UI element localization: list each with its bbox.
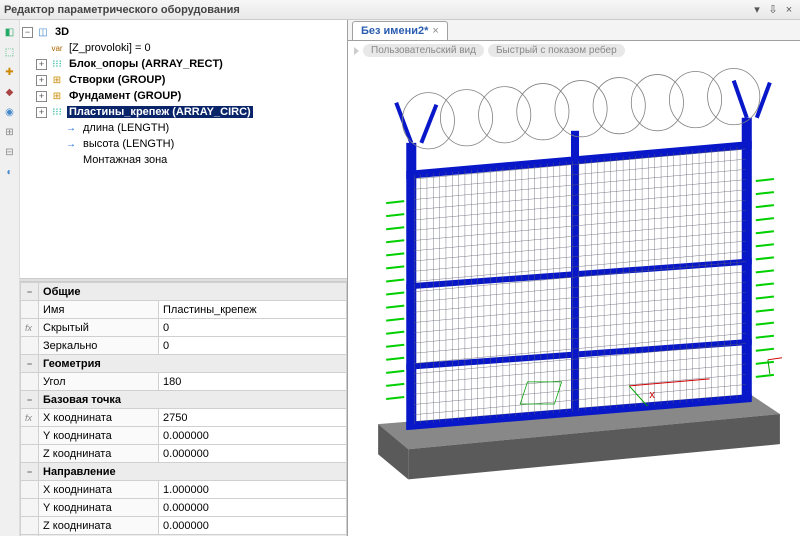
view-breadcrumb: Пользовательский вид Быстрый с показом р… [348,41,800,61]
array-icon: ⁝⁝⁝ [50,57,64,71]
tool-8-icon[interactable]: ◐ [2,164,18,180]
breadcrumb-arrow-icon [354,47,359,55]
panel-titlebar: Редактор параметрического оборудования ▾… [0,0,800,20]
breadcrumb-view[interactable]: Пользовательский вид [363,44,484,57]
tree-item-label: Створки (GROUP) [67,74,167,86]
zone-icon [64,153,78,167]
tree-item-label: высота (LENGTH) [81,138,176,150]
tree-root-label: 3D [53,26,71,38]
prop-row[interactable]: Y кооднината [21,499,347,517]
document-tabbar: Без имени2* × [348,20,800,41]
prop-row[interactable]: Z кооднината [21,445,347,463]
by-input[interactable] [163,430,342,442]
breadcrumb-style[interactable]: Быстрый с показом ребер [488,44,625,57]
group-icon: ⊞ [50,73,64,87]
tree-var-label: [Z_provoloki] = 0 [67,42,153,54]
section-direction[interactable]: −Направление [21,463,347,481]
prop-row[interactable]: X кооднината [21,481,347,499]
section-basepoint[interactable]: −Базовая точка [21,391,347,409]
tree-item-label: длина (LENGTH) [81,122,171,134]
document-tab[interactable]: Без имени2* × [352,21,448,40]
3d-viewport[interactable]: x [348,61,800,536]
prop-row[interactable]: Имя [21,301,347,319]
pin-icon[interactable]: ⇩ [766,3,780,17]
mirror-input[interactable] [163,340,342,352]
arrow-icon: → [64,137,78,151]
expander-icon[interactable]: + [36,91,47,102]
dy-input[interactable] [163,502,342,514]
dropdown-icon[interactable]: ▾ [750,3,764,17]
panel-title: Редактор параметрического оборудования [4,4,748,16]
name-input[interactable] [163,304,342,316]
close-tab-icon[interactable]: × [432,25,438,37]
tab-label: Без имени2* [361,25,428,37]
prop-row[interactable]: fxX кооднината [21,409,347,427]
tool-1-icon[interactable]: ◧ [2,24,18,40]
cube-icon: ◫ [36,25,50,39]
tool-2-icon[interactable]: ⬚ [2,44,18,60]
tree-item[interactable]: + ⊞ Створки (GROUP) [22,72,345,88]
tool-4-icon[interactable]: ◆ [2,84,18,100]
expander-icon[interactable]: − [22,27,33,38]
prop-row[interactable]: fxСкрытый [21,319,347,337]
bz-input[interactable] [163,448,342,460]
tool-5-icon[interactable]: ◉ [2,104,18,120]
prop-row[interactable]: Z кооднината [21,517,347,535]
prop-row[interactable]: Угол [21,373,347,391]
tree-item[interactable]: + ⁝⁝⁝ Блок_опоры (ARRAY_RECT) [22,56,345,72]
tree-item-selected[interactable]: + ⁝⁝⁝ Пластины_крепеж (ARRAY_CIRC) [22,104,345,120]
prop-row[interactable]: Y кооднината [21,427,347,445]
tree-item[interactable]: Монтажная зона [22,152,345,168]
tree-item-label: Блок_опоры (ARRAY_RECT) [67,58,225,70]
group-icon: ⊞ [50,89,64,103]
array-circ-icon: ⁝⁝⁝ [50,105,64,119]
vertical-toolbar: ◧ ⬚ ✚ ◆ ◉ ⊞ ⊟ ◐ [0,20,20,536]
tool-6-icon[interactable]: ⊞ [2,124,18,140]
tool-7-icon[interactable]: ⊟ [2,144,18,160]
tree-item[interactable]: + ⊞ Фундамент (GROUP) [22,88,345,104]
tree-item-label: Пластины_крепеж (ARRAY_CIRC) [67,106,253,118]
tree-var[interactable]: var [Z_provoloki] = 0 [22,40,345,56]
tree-item[interactable]: → высота (LENGTH) [22,136,345,152]
section-geometry[interactable]: −Геометрия [21,355,347,373]
dz-input[interactable] [163,520,342,532]
arrow-icon: → [64,121,78,135]
expander-icon[interactable]: + [36,59,47,70]
tree-item[interactable]: → длина (LENGTH) [22,120,345,136]
expander-icon[interactable]: + [36,107,47,118]
tree-item-label: Монтажная зона [81,154,169,166]
expander-icon[interactable]: + [36,75,47,86]
hidden-input[interactable] [163,322,342,334]
prop-row[interactable]: Зеркально [21,337,347,355]
section-general[interactable]: −Общие [21,283,347,301]
var-icon: var [50,41,64,55]
properties-grid: −Общие Имя fxСкрытый Зеркально −Геометри… [20,282,347,536]
tree-item-label: Фундамент (GROUP) [67,90,183,102]
object-tree[interactable]: − ◫ 3D var [Z_provoloki] = 0 + ⁝⁝⁝ Блок_… [20,20,347,278]
left-panel: ◧ ⬚ ✚ ◆ ◉ ⊞ ⊟ ◐ − ◫ 3D var [Z_provoloki]… [0,20,348,536]
right-panel: Без имени2* × Пользовательский вид Быстр… [348,20,800,536]
dx-input[interactable] [163,484,342,496]
tool-3-icon[interactable]: ✚ [2,64,18,80]
bx-input[interactable] [163,412,342,424]
tree-root[interactable]: − ◫ 3D [22,24,345,40]
svg-text:x: x [649,389,655,401]
angle-input[interactable] [163,376,342,388]
close-panel-icon[interactable]: × [782,3,796,17]
